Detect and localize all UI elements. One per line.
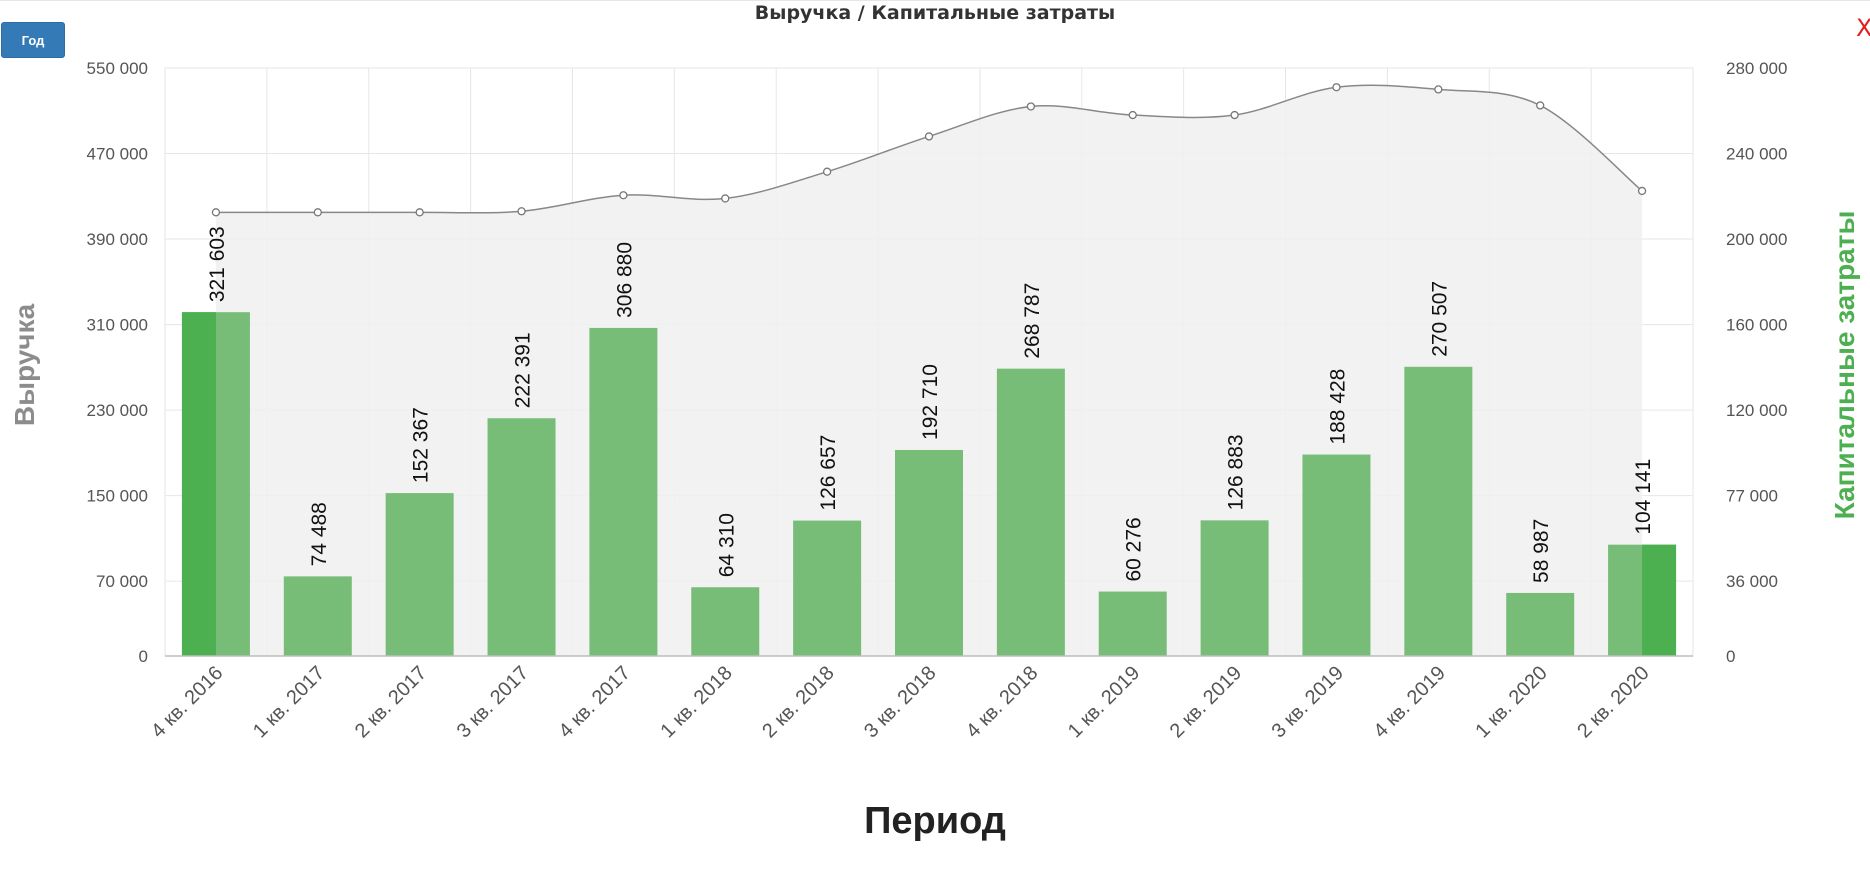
- x-axis-tick-label: 1 кв. 2018: [656, 662, 736, 742]
- revenue-data-label: 321 603: [206, 226, 229, 302]
- year-period-button[interactable]: Год: [1, 22, 65, 58]
- revenue-bar[interactable]: [996, 368, 1065, 656]
- x-axis-tick-label: 1 кв. 2017: [249, 662, 329, 742]
- left-axis-tick-label: 390 000: [87, 230, 148, 249]
- x-axis-tick-label: 4 кв. 2016: [147, 662, 227, 742]
- x-axis-tick-label: 2 кв. 2017: [351, 662, 431, 742]
- capex-point: [1536, 101, 1545, 110]
- revenue-bar-highlight: [181, 312, 216, 656]
- capex-point: [1637, 186, 1647, 196]
- right-axis-tick-label: 200 000: [1726, 230, 1787, 249]
- x-axis-tick-label: 4 кв. 2018: [962, 662, 1042, 742]
- left-axis-tick-label: 70 000: [96, 572, 148, 591]
- x-axis-tick-label: 1 кв. 2019: [1064, 662, 1144, 742]
- revenue-bar[interactable]: [1302, 454, 1371, 656]
- chart-title: Выручка / Капитальные затраты: [755, 2, 1115, 24]
- revenue-bar[interactable]: [589, 327, 658, 656]
- left-axis-label: Выручка: [9, 303, 40, 426]
- revenue-data-label: 126 883: [1225, 434, 1248, 510]
- revenue-data-label: 126 657: [817, 435, 840, 511]
- capex-point: [1128, 110, 1137, 120]
- revenue-data-label: 64 310: [715, 513, 738, 577]
- top-divider: [0, 0, 1870, 1]
- x-axis-label: Период: [864, 800, 1006, 842]
- revenue-data-label: 306 880: [613, 242, 636, 318]
- revenue-bar[interactable]: [385, 493, 454, 656]
- x-axis-tick-label: 4 кв. 2017: [555, 662, 635, 742]
- left-axis-tick-label: 470 000: [87, 145, 148, 164]
- revenue-data-label: 270 507: [1428, 281, 1451, 357]
- right-axis-tick-label: 160 000: [1726, 316, 1787, 335]
- right-axis-tick-label: 36 000: [1726, 572, 1778, 591]
- capex-area: [215, 85, 1643, 657]
- capex-point: [211, 208, 221, 217]
- left-axis-tick-label: 0: [139, 647, 148, 666]
- capex-point: [1332, 83, 1341, 92]
- revenue-data-label: 192 710: [919, 364, 942, 440]
- revenue-bar[interactable]: [895, 449, 963, 656]
- capex-point: [313, 208, 322, 217]
- right-axis-tick-label: 0: [1726, 647, 1735, 666]
- x-axis-tick-label: 2 кв. 2019: [1166, 662, 1246, 742]
- revenue-bar[interactable]: [1404, 366, 1473, 656]
- revenue-bar[interactable]: [1200, 520, 1269, 656]
- x-axis-tick-label: 2 кв. 2018: [758, 662, 838, 742]
- x-axis-tick-label: 3 кв. 2017: [453, 662, 533, 742]
- capex-point: [924, 132, 934, 141]
- capex-point: [822, 167, 832, 176]
- close-icon[interactable]: X: [1856, 14, 1870, 42]
- capex-point: [1230, 110, 1239, 120]
- capex-point: [721, 194, 730, 203]
- revenue-bar[interactable]: [1098, 591, 1167, 656]
- right-axis-label: Капитальные затраты: [1829, 211, 1860, 520]
- revenue-data-label: 58 987: [1530, 519, 1553, 583]
- capex-point: [619, 191, 628, 200]
- x-axis-tick-label: 1 кв. 2020: [1471, 662, 1551, 742]
- right-axis-tick-label: 120 000: [1726, 401, 1787, 420]
- revenue-data-label: 222 391: [512, 332, 535, 408]
- revenue-bar[interactable]: [691, 587, 760, 656]
- left-axis-tick-label: 550 000: [87, 59, 148, 78]
- revenue-data-label: 60 276: [1123, 517, 1146, 581]
- revenue-data-label: 268 787: [1021, 283, 1044, 359]
- x-axis-tick-label: 2 кв. 2020: [1573, 662, 1653, 742]
- revenue-bar-highlight: [1642, 544, 1677, 656]
- x-axis-tick-label: 3 кв. 2018: [860, 662, 940, 742]
- revenue-data-label: 74 488: [308, 502, 331, 566]
- revenue-data-label: 104 141: [1632, 459, 1655, 535]
- capex-point: [1026, 102, 1036, 111]
- revenue-bar[interactable]: [283, 576, 352, 656]
- capex-point: [517, 207, 526, 216]
- left-axis-tick-label: 230 000: [87, 401, 148, 420]
- x-axis-tick-label: 3 кв. 2019: [1268, 662, 1348, 742]
- revenue-data-label: 152 367: [410, 407, 433, 483]
- capex-point: [1434, 85, 1443, 94]
- right-axis-tick-label: 240 000: [1726, 145, 1787, 164]
- left-axis-tick-label: 150 000: [87, 487, 148, 506]
- left-axis-tick-label: 310 000: [87, 316, 148, 335]
- revenue-bar[interactable]: [793, 520, 862, 656]
- capex-point: [415, 208, 424, 217]
- right-axis-tick-label: 77 000: [1726, 487, 1778, 506]
- revenue-bar[interactable]: [487, 418, 556, 656]
- right-axis-tick-label: 280 000: [1726, 59, 1787, 78]
- revenue-data-label: 188 428: [1326, 369, 1349, 445]
- x-axis-tick-label: 4 кв. 2019: [1369, 662, 1449, 742]
- revenue-bar[interactable]: [1506, 592, 1575, 656]
